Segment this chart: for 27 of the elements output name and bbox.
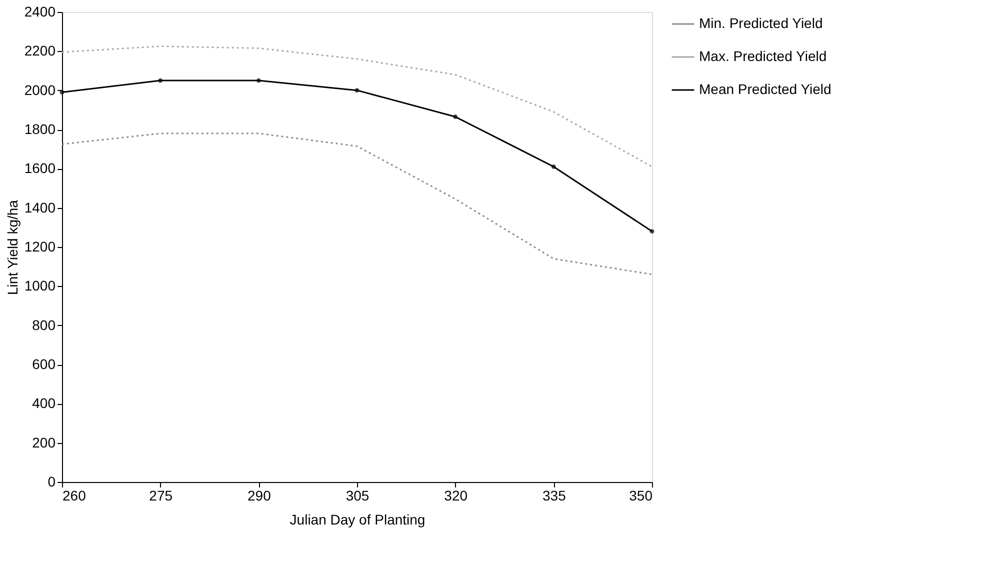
- y-tick-label: 200: [32, 434, 56, 450]
- y-tick-label: 2200: [24, 42, 56, 59]
- y-tick-label: 2000: [24, 82, 56, 98]
- y-tick-label: 800: [32, 316, 56, 333]
- y-tick-label: 1200: [24, 238, 56, 254]
- x-tick-label: 305: [346, 488, 370, 504]
- x-tick-label: 320: [444, 488, 468, 504]
- y-tick-label: 400: [32, 395, 56, 412]
- y-tick-label: 1800: [24, 121, 56, 137]
- x-tick-label: 275: [149, 488, 173, 504]
- y-tick-label: 2400: [24, 4, 56, 20]
- x-tick-label: 290: [247, 488, 272, 504]
- x-tick-label: 350: [629, 488, 653, 504]
- x-axis-title: Julian Day of Planting: [290, 512, 426, 528]
- y-axis-title: Lint Yield kg/ha: [4, 200, 20, 295]
- y-tick-label: 0: [48, 474, 56, 490]
- line-series: [61, 132, 653, 276]
- legend-label: Mean Predicted Yield: [699, 81, 832, 97]
- y-tick-label: 1600: [24, 160, 56, 176]
- legend-label: Min. Predicted Yield: [699, 15, 823, 31]
- y-tick-label: 600: [32, 356, 56, 372]
- y-tick-label: 1000: [24, 278, 56, 294]
- x-tick-label: 260: [62, 488, 86, 504]
- legend-label: Max. Predicted Yield: [699, 48, 827, 64]
- line-series: [61, 46, 653, 168]
- x-tick-label: 335: [542, 488, 566, 504]
- y-tick-label: 1400: [24, 199, 56, 216]
